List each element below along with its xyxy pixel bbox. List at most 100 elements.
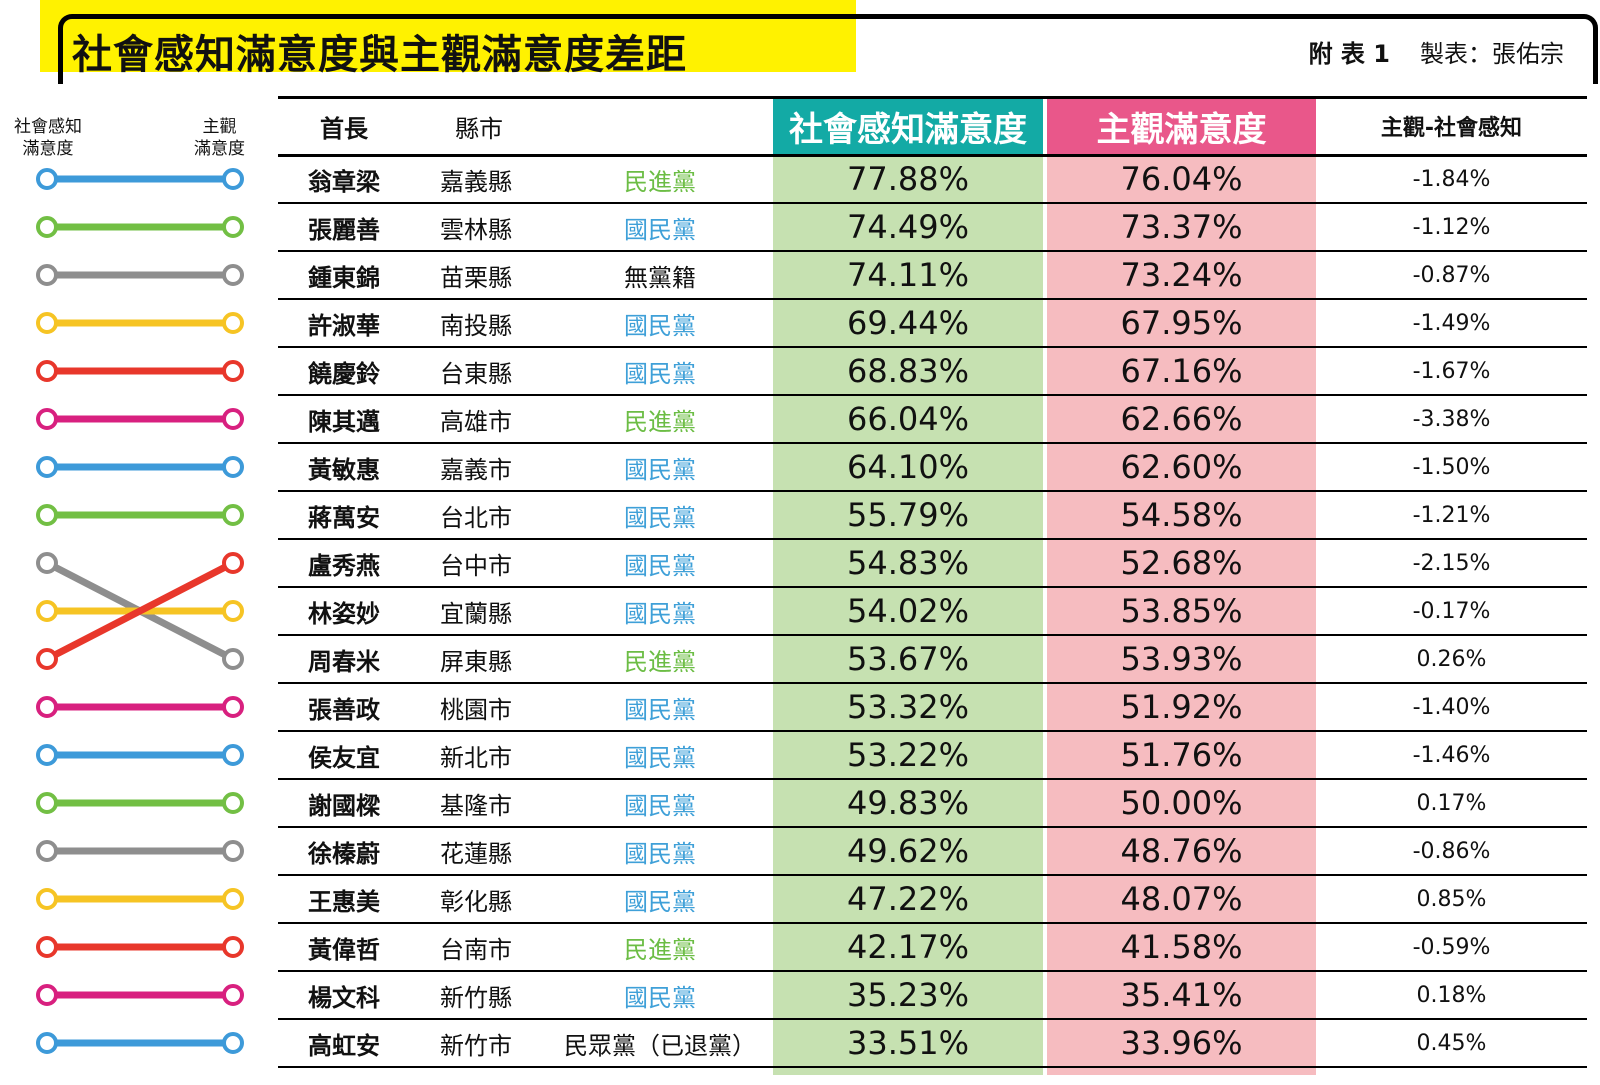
slope-left-point (36, 744, 58, 766)
difference-value: -1.46% (1412, 742, 1491, 768)
slope-right-point (222, 744, 244, 766)
mayor-name: 饒慶鈴 (308, 359, 380, 388)
table-row: 謝國樑 基隆市 國民黨 49.83% 50.00% 0.17% (0, 779, 1600, 827)
slope-right-point (222, 360, 244, 382)
row-divider (278, 250, 1587, 252)
mayor-name: 黃偉哲 (308, 935, 380, 964)
table-row: 楊文科 新竹縣 國民黨 35.23% 35.41% 0.18% (0, 971, 1600, 1019)
subjective-satisfaction-value: 41.58% (1120, 928, 1243, 966)
social-satisfaction-value: 47.22% (846, 880, 969, 918)
table-row: 黃敏惠 嘉義市 國民黨 64.10% 62.60% -1.50% (0, 443, 1600, 491)
mayor-name: 謝國樑 (308, 791, 380, 820)
row-divider (278, 730, 1587, 732)
row-divider (278, 586, 1587, 588)
social-column-bg (773, 155, 1043, 1075)
party-label: 民進黨 (624, 167, 696, 196)
row-divider (278, 970, 1587, 972)
social-satisfaction-value: 53.67% (846, 640, 969, 678)
table-row: 黃偉哲 台南市 民進黨 42.17% 41.58% -0.59% (0, 923, 1600, 971)
slope-right-point (222, 792, 244, 814)
difference-value: -0.59% (1412, 934, 1491, 960)
party-label: 國民黨 (624, 551, 696, 580)
mayor-name: 周春米 (308, 647, 380, 676)
slope-left-label: 社會感知 滿意度 (14, 117, 82, 159)
difference-value: -3.38% (1412, 406, 1491, 432)
table-row: 周春米 屏東縣 民進黨 53.67% 53.93% 0.26% (0, 635, 1600, 683)
subjective-satisfaction-value: 67.16% (1120, 352, 1243, 390)
party-label: 民進黨 (624, 407, 696, 436)
slope-left-point (36, 408, 58, 430)
difference-value: -2.15% (1412, 550, 1491, 576)
row-divider (278, 490, 1587, 492)
slope-right-point (222, 1032, 244, 1054)
subjective-column-bg (1047, 155, 1316, 1075)
row-divider (278, 1018, 1587, 1020)
row-divider (278, 394, 1587, 396)
row-divider (278, 154, 1587, 157)
header-name: 首長 (320, 114, 368, 143)
party-label: 國民黨 (624, 215, 696, 244)
social-satisfaction-value: 64.10% (846, 448, 969, 486)
subjective-satisfaction-value: 62.66% (1120, 400, 1243, 438)
slope-left-point (36, 840, 58, 862)
subjective-satisfaction-value: 53.93% (1120, 640, 1243, 678)
slope-right-point (222, 504, 244, 526)
slope-right-point (222, 648, 244, 670)
slope-right-point (222, 984, 244, 1006)
slope-right-point (222, 696, 244, 718)
party-label: 國民黨 (624, 311, 696, 340)
slope-left-point (36, 264, 58, 286)
county-name: 台東縣 (440, 359, 512, 388)
slope-right-point (222, 456, 244, 478)
slope-left-point (36, 696, 58, 718)
slope-left-point (36, 984, 58, 1006)
table-row: 徐榛蔚 花蓮縣 國民黨 49.62% 48.76% -0.86% (0, 827, 1600, 875)
mayor-name: 王惠美 (308, 887, 380, 916)
difference-value: 0.26% (1416, 646, 1487, 672)
row-divider (278, 778, 1587, 780)
difference-value: -1.84% (1412, 166, 1491, 192)
mayor-name: 林姿妙 (308, 599, 380, 628)
difference-value: -1.50% (1412, 454, 1491, 480)
county-name: 高雄市 (440, 407, 512, 436)
slope-right-point (222, 936, 244, 958)
party-label: 民進黨 (624, 935, 696, 964)
party-label: 國民黨 (624, 503, 696, 532)
subjective-satisfaction-value: 54.58% (1120, 496, 1243, 534)
social-satisfaction-value: 68.83% (846, 352, 969, 390)
mayor-name: 楊文科 (308, 983, 380, 1012)
mayor-name: 張麗善 (308, 215, 380, 244)
mayor-name: 侯友宜 (308, 743, 380, 772)
difference-value: -1.67% (1412, 358, 1491, 384)
county-name: 基隆市 (440, 791, 512, 820)
table-bottom-rule (278, 1066, 1587, 1068)
subjective-satisfaction-value: 51.92% (1120, 688, 1243, 726)
table-row: 蔣萬安 台北市 國民黨 55.79% 54.58% -1.21% (0, 491, 1600, 539)
social-satisfaction-value: 55.79% (846, 496, 969, 534)
row-divider (278, 202, 1587, 204)
table-row: 侯友宜 新北市 國民黨 53.22% 51.76% -1.46% (0, 731, 1600, 779)
subjective-satisfaction-value: 53.85% (1120, 592, 1243, 630)
table-row: 王惠美 彰化縣 國民黨 47.22% 48.07% 0.85% (0, 875, 1600, 923)
county-name: 花蓮縣 (440, 839, 512, 868)
mayor-name: 鍾東錦 (308, 263, 380, 292)
party-label: 國民黨 (624, 455, 696, 484)
social-satisfaction-value: 49.62% (846, 832, 969, 870)
party-label: 國民黨 (624, 839, 696, 868)
party-label: 無黨籍 (624, 263, 696, 292)
mayor-name: 陳其邁 (308, 407, 380, 436)
header-subjective: 主觀滿意度 (1047, 97, 1316, 155)
slope-chart (36, 168, 244, 1054)
mayor-name: 翁章梁 (308, 167, 380, 196)
difference-value: -1.40% (1412, 694, 1491, 720)
row-divider (278, 538, 1587, 540)
subjective-satisfaction-value: 76.04% (1120, 160, 1243, 198)
party-label: 國民黨 (624, 599, 696, 628)
slope-right-point (222, 552, 244, 574)
mayor-name: 蔣萬安 (308, 503, 380, 532)
party-label: 民進黨 (624, 647, 696, 676)
mayor-name: 張善政 (308, 695, 380, 724)
county-name: 嘉義市 (440, 455, 512, 484)
slope-left-point (36, 552, 58, 574)
county-name: 台南市 (440, 935, 512, 964)
